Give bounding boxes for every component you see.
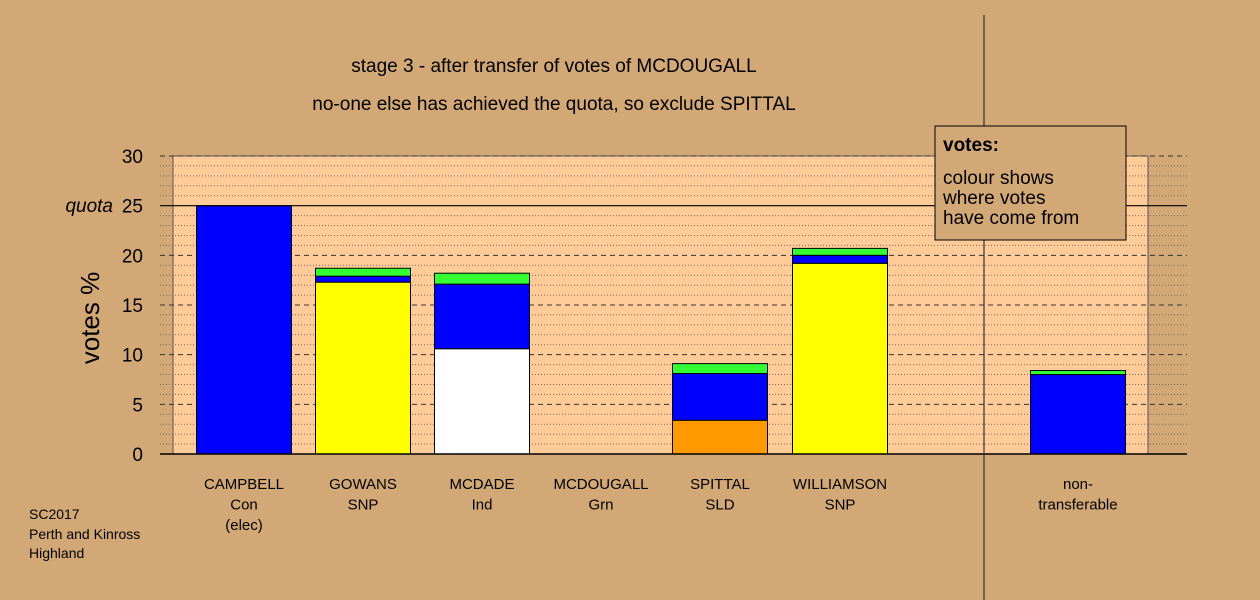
legend-heading: votes: [943,135,999,156]
chart-subtitle: no-one else has achieved the quota, so e… [312,94,795,115]
category-label: SLD [705,497,734,514]
category-label: SPITTAL [690,476,750,493]
y-tick-label: 30 [122,147,143,168]
legend-line: colour shows [943,168,1054,189]
footnote-line: SC2017 [29,506,80,522]
bar-segment [672,373,768,421]
bar-segment [315,267,411,277]
bar-segment [434,272,530,285]
bar-stack [1030,370,1126,455]
category-label: Ind [472,497,493,514]
category-label: MCDADE [449,476,514,493]
bar-segment [792,254,888,264]
bar-stack [196,205,292,455]
category-label: transferable [1038,497,1117,514]
bar-segment [1030,370,1126,376]
category-label: CAMPBELL [204,476,284,493]
category-label: non- [1063,476,1093,493]
category-label: (elec) [225,517,263,534]
bar-segment [672,419,768,455]
category-label: WILLIAMSON [793,476,887,493]
footnote-line: Highland [29,545,84,561]
category-label: SNP [825,497,856,514]
bar-stack [434,272,530,455]
bar-stack [792,247,888,455]
y-tick-label: 10 [122,346,143,367]
bar-stack [672,363,768,455]
legend-box [934,125,1127,241]
legend-line: where votes [942,188,1045,209]
footnote: SC2017 Perth and Kinross Highland [29,506,140,561]
category-label: SNP [348,497,379,514]
bar-segment [315,281,411,455]
bar-segment [434,348,530,455]
legend-line: have come from [943,208,1079,229]
footnote-line: Perth and Kinross [29,526,140,542]
y-tick-label: 20 [122,246,143,267]
quota-label: quota [65,196,113,217]
chart-title: stage 3 - after transfer of votes of MCD… [351,56,757,77]
y-axis-label: votes % [75,272,105,365]
bar-segment [196,205,292,455]
y-tick-label: 25 [122,197,143,218]
bar-segment [792,262,888,455]
y-tick-label: 15 [122,296,143,317]
y-tick-label: 0 [132,445,143,466]
bar-segment [672,363,768,375]
category-label: Grn [588,497,613,514]
category-label: MCDOUGALL [553,476,648,493]
bar-segment [434,283,530,350]
bar-segment [315,275,411,283]
y-tick-label: 5 [132,395,143,416]
category-label: Con [230,497,258,514]
chart-legend: votes: colour shows where votes have com… [934,125,1127,241]
bar-segment [1030,374,1126,455]
category-label: GOWANS [329,476,397,493]
bar-segment [792,247,888,256]
bar-stack [315,267,411,455]
